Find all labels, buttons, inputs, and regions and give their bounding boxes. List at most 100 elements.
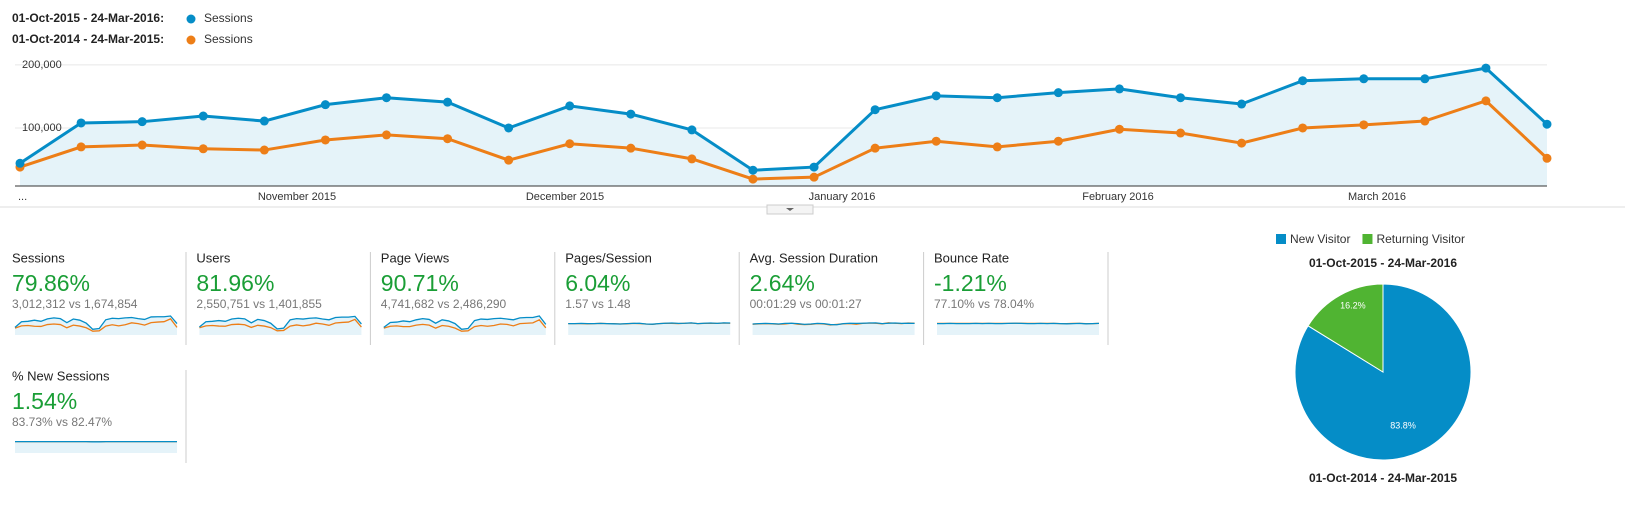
metric-detail: 77.10% vs 78.04% [934,297,1034,311]
data-point [931,91,941,101]
data-point [626,109,636,119]
sparkline-area [752,322,915,335]
data-point [809,172,819,182]
data-point [1359,74,1369,84]
slice-label: 83.8% [1390,420,1416,430]
data-point [1298,123,1308,133]
metric-change: 90.71% [381,270,459,296]
metric-change: 1.54% [12,388,77,414]
metric-change: 6.04% [565,270,630,296]
metric-name: Pages/Session [565,250,652,265]
series-line [19,99,1549,181]
legend-label: New Visitor [1290,232,1350,246]
legend-label: Returning Visitor [1376,232,1465,246]
y-tick-label: 200,000 [22,59,62,71]
metric-name: Users [196,250,230,265]
sparkline [937,322,1100,325]
data-point [626,143,636,153]
data-point [992,142,1002,152]
data-point [1420,74,1430,84]
data-point [381,93,391,103]
data-point [198,144,208,154]
data-point [1481,63,1491,73]
data-point [15,158,25,168]
x-label: January 2016 [809,191,876,203]
data-point [992,93,1002,103]
metric-name: Sessions [12,250,65,265]
x-label: ... [18,191,27,203]
data-point [1053,136,1063,146]
pie-footer: 01-Oct-2014 - 24-Mar-2015 [1309,471,1457,485]
data-point [687,125,697,135]
data-point [1053,88,1063,98]
sparkline-area [568,322,731,335]
sparkline [14,318,178,332]
metric-detail: 3,012,312 vs 1,674,854 [12,297,138,311]
data-point [320,100,330,110]
metric-change: 79.86% [12,270,90,296]
data-point [137,140,147,150]
sparkline-area [383,316,546,335]
metric-detail: 00:01:29 vs 00:01:27 [750,297,862,311]
data-point [1542,153,1552,163]
metric-detail: 4,741,682 vs 2,486,290 [381,297,507,311]
data-point [748,165,758,175]
metric-change: 81.96% [196,270,274,296]
sparkline-area [937,323,1099,335]
metric-change: 2.64% [750,270,815,296]
x-label: February 2016 [1082,191,1154,203]
sparkline-area [15,441,177,453]
slice-label: 16.2% [1340,300,1366,310]
data-point [137,117,147,127]
data-point [870,143,880,153]
legend-dot [186,14,196,24]
metric-name: Page Views [381,250,450,265]
legend-period: 01-Oct-2015 - 24-Mar-2016: [12,11,164,25]
data-point [565,101,575,111]
legend-label: Sessions [204,11,253,25]
data-point [1298,76,1308,86]
x-label: December 2015 [526,191,604,203]
metric-name: % New Sessions [12,368,110,383]
data-point [198,111,208,121]
data-point [1542,119,1552,129]
sparkline [14,315,178,330]
sparkline [199,318,362,332]
data-point [504,155,514,165]
data-point [1237,99,1247,109]
data-point [259,145,269,155]
sparkline [198,315,362,330]
data-point [259,116,269,126]
data-point [1176,93,1186,103]
pie-slice [1307,283,1384,373]
data-point [870,105,880,115]
data-point [76,142,86,152]
area [20,68,1547,186]
legend-swatch [1276,234,1286,244]
sparkline [568,322,731,325]
data-point [687,154,697,164]
y-tick-label: 100,000 [22,122,62,134]
metric-detail: 1.57 vs 1.48 [565,297,631,311]
metric-change: -1.21% [934,270,1007,296]
sparkline [383,315,547,330]
metric-detail: 2,550,751 vs 1,401,855 [196,297,322,311]
sparkline-area [15,316,177,335]
sparkline [383,318,547,332]
data-point [809,162,819,172]
data-point [1481,96,1491,106]
data-point [1359,120,1369,130]
data-point [1114,124,1124,134]
data-point [1420,116,1430,126]
legend-dot [186,35,196,45]
handle-arrow [786,208,794,211]
legend-swatch [1362,234,1373,244]
legend-period: 01-Oct-2014 - 24-Mar-2015: [12,32,164,46]
data-point [504,123,514,133]
metric-name: Avg. Session Duration [750,250,878,265]
data-point [320,135,330,145]
series-line [19,66,1549,172]
data-point [443,97,453,107]
